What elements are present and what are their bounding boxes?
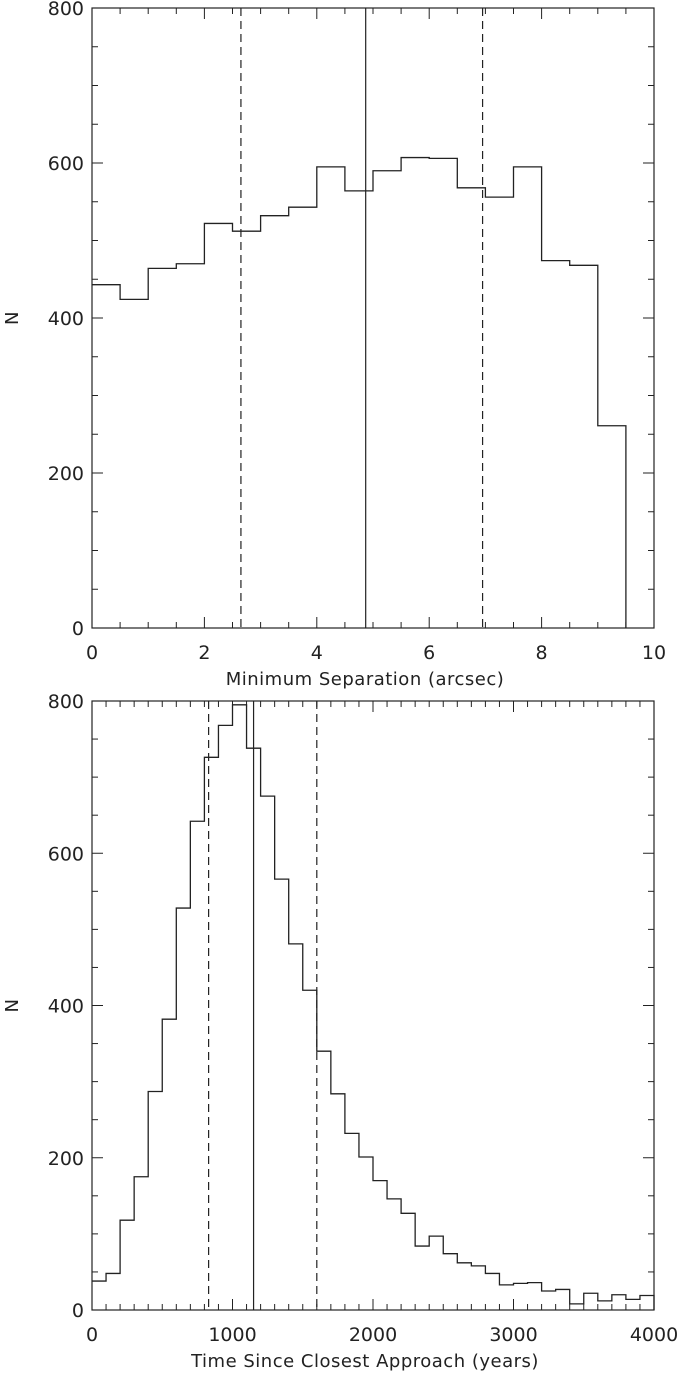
histogram-bin — [275, 879, 289, 1310]
histogram-bin — [92, 1281, 106, 1310]
histogram-bin — [584, 1293, 598, 1310]
histogram-bin — [429, 1236, 443, 1310]
histogram-bin — [415, 1246, 429, 1310]
histogram-bin — [190, 821, 204, 1310]
y-axis-label: N — [2, 311, 23, 325]
histogram-bin — [317, 167, 345, 628]
histogram-bin — [148, 1092, 162, 1310]
histogram-bin — [570, 1304, 584, 1310]
histogram-bin — [556, 1289, 570, 1310]
histogram-bin — [457, 1263, 471, 1310]
histogram-bin — [261, 796, 275, 1310]
y-tick-label: 200 — [48, 1148, 84, 1170]
histogram-bin — [120, 1220, 134, 1310]
histogram-bin — [485, 197, 513, 628]
histogram-bin — [331, 1094, 345, 1310]
y-tick-label: 400 — [48, 996, 84, 1018]
histogram-bin — [106, 1273, 120, 1310]
x-tick-label: 2000 — [349, 1324, 397, 1346]
histogram-bin — [233, 231, 261, 628]
histogram-bin — [528, 1283, 542, 1310]
x-tick-label: 6 — [423, 642, 435, 664]
x-tick-label: 4000 — [630, 1324, 678, 1346]
histogram-bin — [345, 1133, 359, 1310]
histogram-bin — [499, 1285, 513, 1310]
x-tick-label: 0 — [86, 642, 98, 664]
histogram-bin — [218, 725, 232, 1310]
plot-frame — [91, 700, 655, 1311]
histogram-bin — [289, 207, 317, 628]
histogram-bin — [92, 285, 120, 628]
histogram-bin — [471, 1266, 485, 1310]
y-tick-label: 0 — [72, 618, 84, 640]
histogram-bin — [612, 1295, 626, 1310]
plot-frame — [91, 7, 655, 629]
histogram-bin — [303, 990, 317, 1310]
y-tick-label: 600 — [48, 843, 84, 865]
x-tick-label: 8 — [536, 642, 548, 664]
histogram-bin — [598, 426, 626, 628]
histogram-bin — [401, 158, 429, 628]
histogram-bin — [598, 1301, 612, 1310]
histogram-panel-1: 0 2 4 6 8 10 0 200 400 600 800 Minimum Separation (… — [2, 0, 666, 690]
histogram-bin — [542, 261, 570, 628]
histogram-bin — [429, 158, 457, 628]
histogram-bin — [204, 223, 232, 628]
histogram-bin — [261, 216, 289, 628]
histogram-step-line — [92, 156, 627, 628]
histogram-bin — [204, 757, 218, 1310]
x-tick-label: 1000 — [208, 1324, 256, 1346]
y-tick-label: 0 — [72, 1300, 84, 1322]
x-axis-label: Time Since Closest Approach (years) — [190, 1351, 539, 1372]
histogram-step-line — [92, 704, 655, 1310]
histogram-bin — [485, 1273, 499, 1310]
x-tick-label: 3000 — [489, 1324, 537, 1346]
histogram-bin — [233, 705, 247, 1310]
x-axis-label: Minimum Separation (arcsec) — [226, 669, 505, 690]
histogram-bin — [317, 1051, 331, 1310]
x-tick-label: 4 — [311, 642, 323, 664]
y-tick-label: 800 — [48, 0, 84, 20]
histogram-bin — [514, 167, 542, 628]
histogram-bin — [359, 1157, 373, 1310]
histogram-bin — [401, 1213, 415, 1310]
x-tick-label: 0 — [86, 1324, 98, 1346]
y-tick-label: 200 — [48, 463, 84, 485]
histogram-bin — [134, 1177, 148, 1310]
histogram-panel-2: 0 1000 2000 3000 4000 0 200 400 600 800 Time Since… — [2, 691, 678, 1372]
histogram-bin — [162, 1019, 176, 1310]
histogram-bin — [345, 191, 373, 628]
histogram-bin — [373, 171, 401, 628]
histogram-bin — [176, 264, 204, 628]
y-tick-label: 800 — [48, 691, 84, 713]
histogram-bin — [120, 299, 148, 628]
x-tick-label: 10 — [642, 642, 666, 664]
histogram-bin — [148, 268, 176, 628]
histogram-bin — [176, 908, 190, 1310]
histogram-bin — [457, 188, 485, 628]
histogram-bin — [387, 1199, 401, 1310]
x-tick-label: 2 — [198, 642, 210, 664]
histogram-bin — [443, 1254, 457, 1310]
histogram-bin — [570, 265, 598, 628]
histogram-bin — [626, 1299, 640, 1310]
histogram-bin — [542, 1291, 556, 1310]
y-tick-label: 600 — [48, 153, 84, 175]
y-tick-label: 400 — [48, 308, 84, 330]
histogram-bin — [514, 1283, 528, 1310]
histogram-bin — [373, 1181, 387, 1310]
histogram-bin — [640, 1296, 654, 1310]
histogram-bin — [289, 944, 303, 1310]
y-axis-label: N — [2, 999, 23, 1013]
